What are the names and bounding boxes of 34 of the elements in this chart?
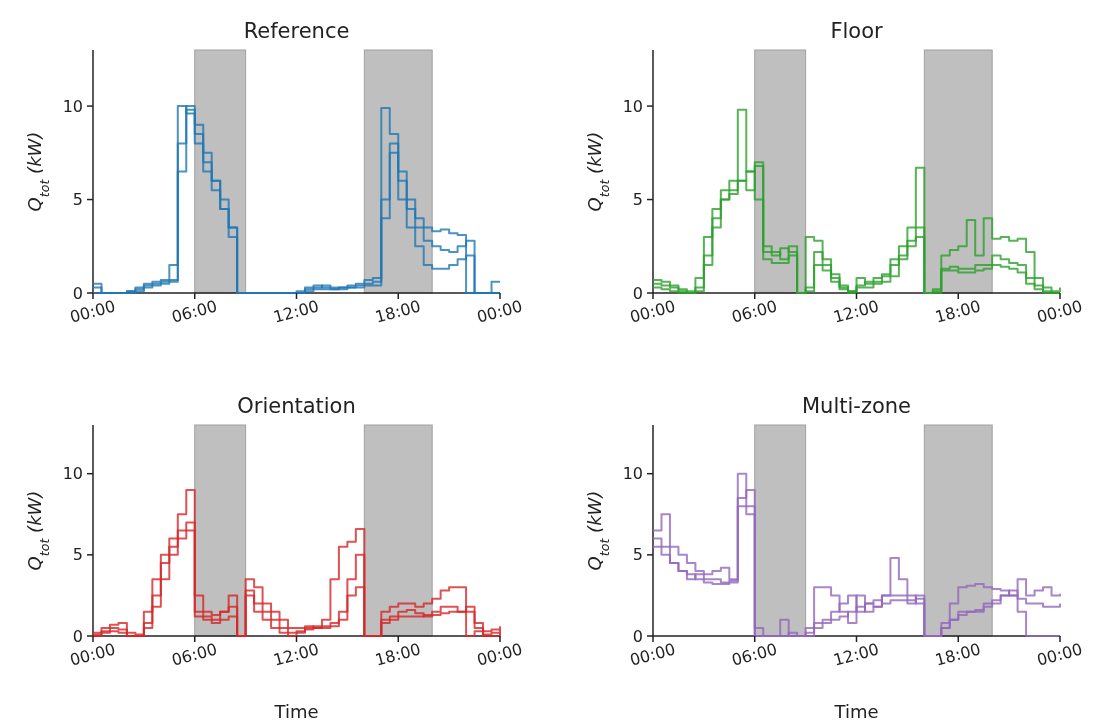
y-tick-label: 10 <box>62 464 83 484</box>
y-tick-label: 0 <box>72 626 83 646</box>
y-tick-label: 5 <box>72 545 83 565</box>
x-tick-label: 18:00 <box>933 296 983 327</box>
chart-title: Reference <box>243 19 350 43</box>
y-tick-label: 0 <box>632 626 643 646</box>
x-tick-label: 06:00 <box>169 639 220 670</box>
y-tick-label: 5 <box>632 190 643 210</box>
y-tick-label: 10 <box>62 96 83 116</box>
x-tick-label: 12:00 <box>831 296 881 327</box>
x-tick-label: 00:00 <box>1034 296 1085 327</box>
y-tick-label: 5 <box>632 545 643 565</box>
chart-title: Multi-zone <box>801 394 912 418</box>
x-tick-label: 12:00 <box>831 639 881 670</box>
x-tick-label: 00:00 <box>474 639 525 670</box>
x-tick-label: 00:00 <box>474 296 525 327</box>
x-tick-label: 00:00 <box>1034 639 1085 670</box>
x-tick-label: 06:00 <box>169 296 220 327</box>
x-tick-label: 06:00 <box>729 296 780 327</box>
x-tick-label: 18:00 <box>933 639 983 670</box>
y-tick-label: 0 <box>72 283 83 303</box>
x-tick-label: 06:00 <box>729 639 780 670</box>
chart-title: Floor <box>830 19 883 43</box>
x-tick-label: 12:00 <box>271 639 321 670</box>
y-tick-label: 10 <box>622 96 643 116</box>
x-tick-label: 12:00 <box>271 296 321 327</box>
x-axis-title: Time <box>833 701 879 722</box>
x-tick-label: 18:00 <box>373 296 423 327</box>
x-tick-label: 18:00 <box>373 639 423 670</box>
y-tick-label: 5 <box>72 190 83 210</box>
y-tick-label: 10 <box>622 464 643 484</box>
y-tick-label: 0 <box>632 283 643 303</box>
chart-title: Orientation <box>237 394 356 418</box>
x-axis-title: Time <box>273 701 319 722</box>
